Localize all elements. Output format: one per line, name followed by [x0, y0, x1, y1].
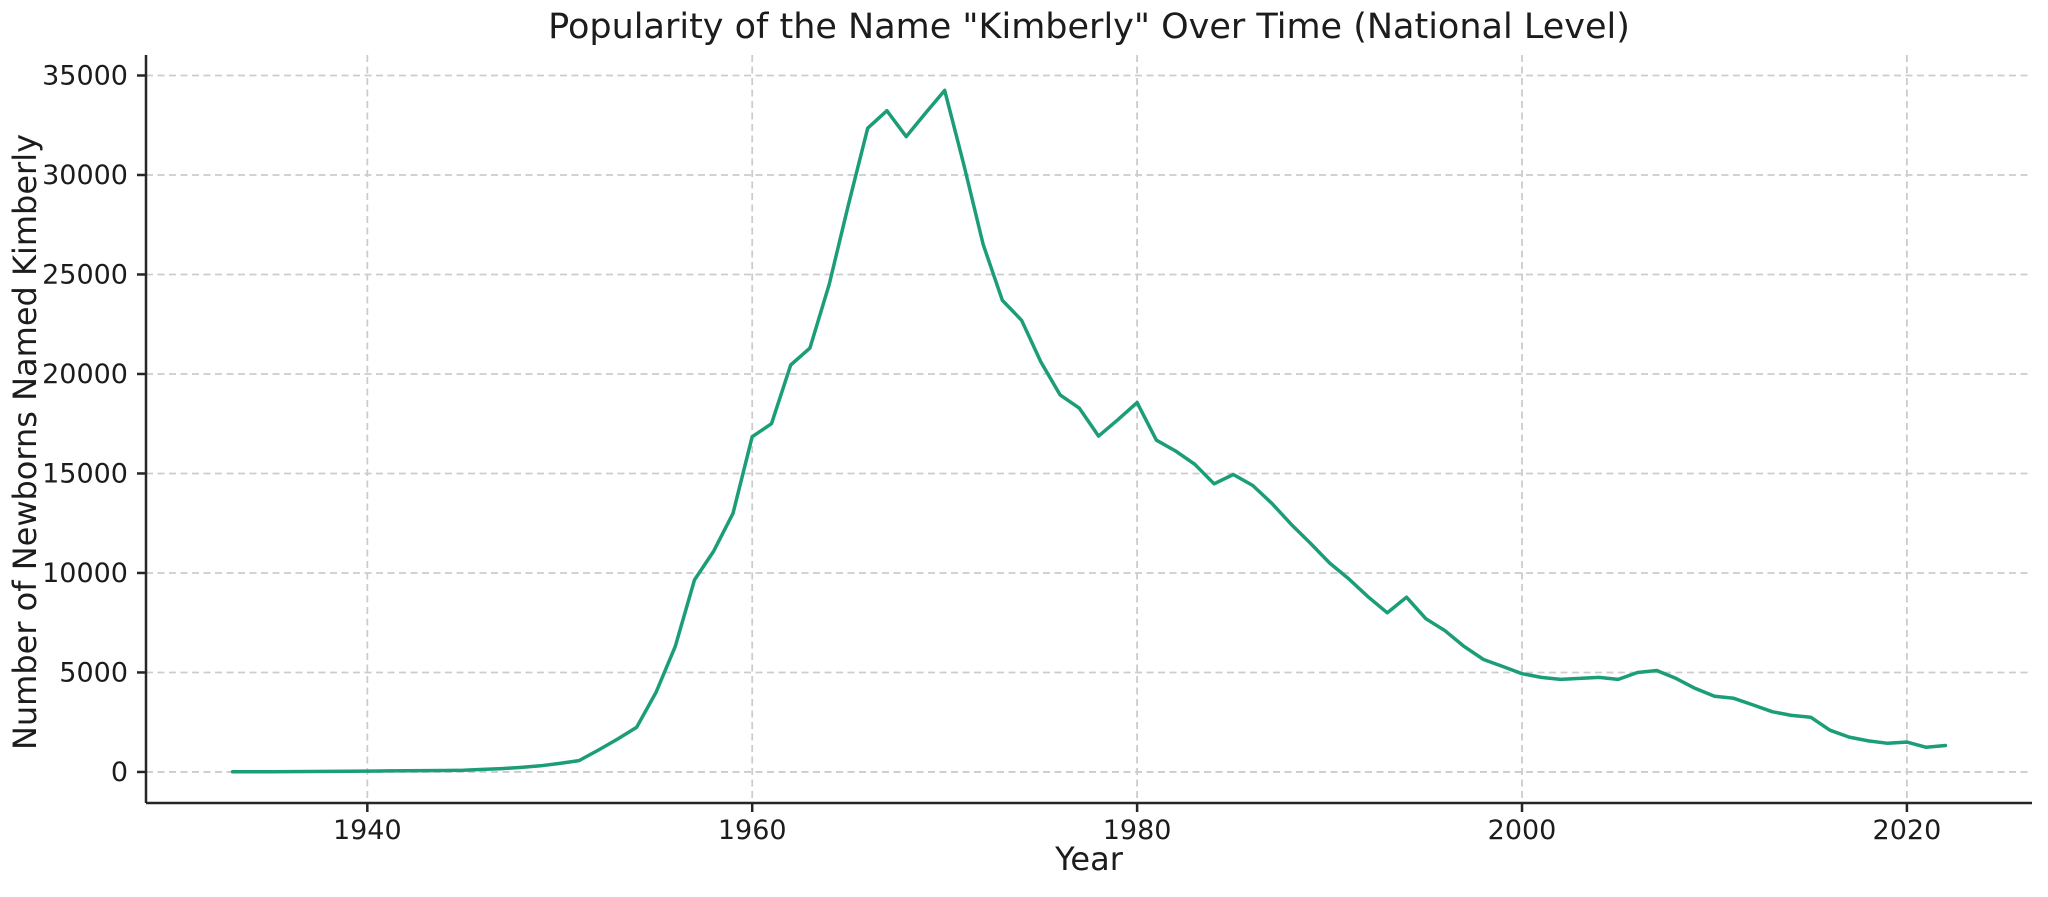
- y-tick-label-35000: 35000: [42, 60, 128, 91]
- y-tick-label-5000: 5000: [59, 657, 128, 688]
- y-tick-label-0: 0: [111, 757, 128, 788]
- x-tick-label-1940: 1940: [333, 815, 402, 846]
- series-layer: [230, 88, 1948, 774]
- x-tick-label-1960: 1960: [718, 815, 787, 846]
- x-tick-label-1980: 1980: [1103, 815, 1172, 846]
- y-axis-label: Number of Newborns Named Kimberly: [6, 134, 44, 750]
- x-tick-label-2000: 2000: [1488, 815, 1557, 846]
- tick-label-layer: 1940 1960 1980 2000 2020 0 5000 10000 15000 20000…: [42, 60, 1941, 846]
- y-tick-label-30000: 30000: [42, 160, 128, 191]
- y-tick-label-10000: 10000: [42, 558, 128, 589]
- chart-title: Popularity of the Name "Kimberly" Over T…: [548, 7, 1630, 47]
- y-tick-label-25000: 25000: [42, 259, 128, 290]
- tick-layer: [137, 74, 1909, 812]
- x-tick-label-2020: 2020: [1873, 815, 1942, 846]
- x-axis-label: Year: [1054, 840, 1124, 878]
- y-tick-label-20000: 20000: [42, 359, 128, 390]
- y-tick-label-15000: 15000: [42, 458, 128, 489]
- grid-layer: [146, 55, 2032, 803]
- spine-layer: [144, 55, 2032, 805]
- kimberly-line: [230, 88, 1948, 774]
